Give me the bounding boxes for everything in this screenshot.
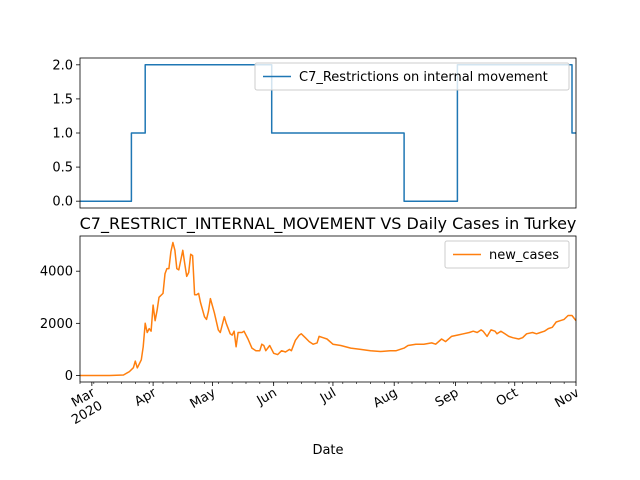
bottom-legend-box [444,240,570,269]
y-tick-label: 0 [65,369,73,384]
bottom-legend-label: new_cases [489,248,559,263]
x-axis-label: Date [312,443,343,458]
x-tick-label: Jul [317,385,339,406]
bottom-axes-frame [79,235,577,383]
top-legend: C7_Restrictions on internal movement [254,62,570,91]
series-line-new-cases [80,241,577,377]
bottom-y-ticks: 0 2000 4000 [40,265,80,384]
y-tick-label: 0.5 [52,161,73,176]
y-tick-label: 1.5 [52,92,73,107]
y-tick-label: 0.0 [52,195,73,210]
top-legend-label: C7_Restrictions on internal movement [299,70,548,85]
top-axes: 0.0 0.5 1.0 1.5 2.0 C7_Restrictions on inter… [52,57,577,210]
y-tick-label: 2.0 [52,58,73,73]
top-y-ticks: 0.0 0.5 1.0 1.5 2.0 [52,58,80,210]
top-legend-box [254,62,570,91]
y-tick-label: 4000 [40,265,73,280]
y-tick-label: 1.0 [52,127,73,142]
bottom-chart-title: C7_RESTRICT_INTERNAL_MOVEMENT VS Daily C… [80,214,577,234]
y-tick-label: 2000 [40,317,73,332]
top-axes-frame [79,57,577,209]
bottom-legend: new_cases [444,240,570,269]
bottom-series-lines [80,241,577,377]
